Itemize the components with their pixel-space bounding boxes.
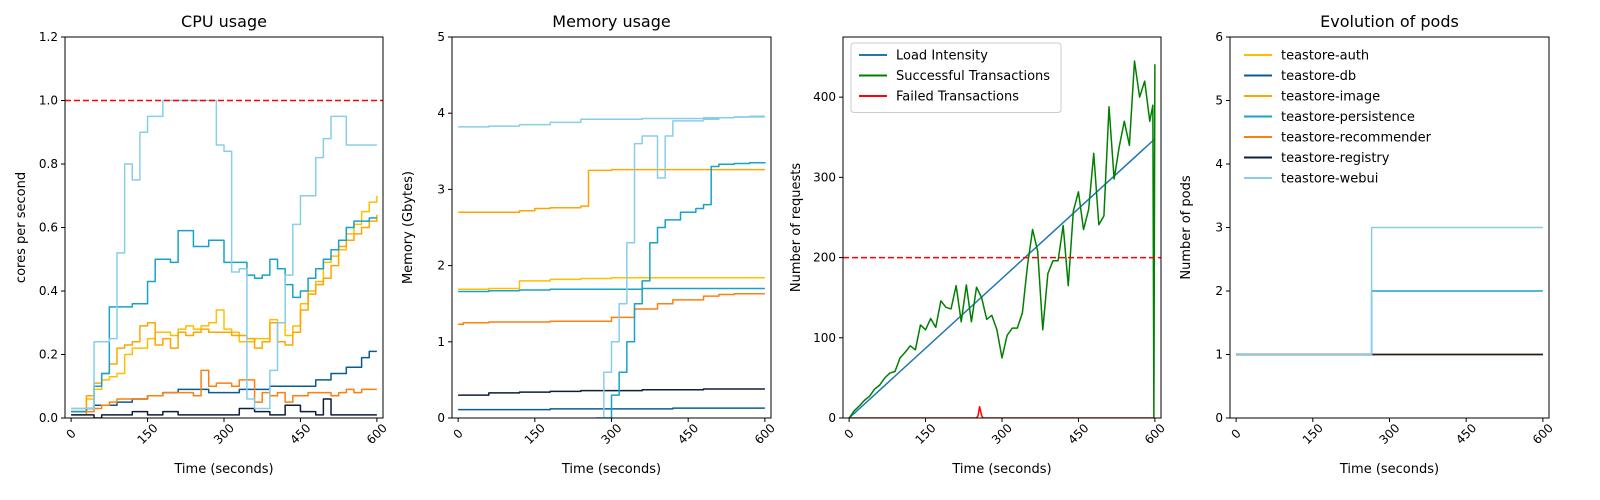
- series-group: [848, 60, 1156, 418]
- series-line-teastore-registry: [458, 388, 765, 396]
- chart-title: CPU usage: [181, 12, 267, 31]
- x-tick-label: 150: [135, 421, 161, 447]
- y-tick-label: 5: [437, 30, 445, 44]
- x-tick-label: 0: [841, 426, 856, 441]
- y-tick-label: 0: [437, 411, 445, 425]
- series-line-failed-transactions: [849, 406, 1155, 418]
- y-tick-label: 1: [437, 335, 445, 349]
- y-tick-label: 5: [1215, 94, 1223, 108]
- x-axis-label: Time (seconds): [1339, 462, 1439, 477]
- legend-label: teastore-image: [1281, 90, 1380, 105]
- legend-label: teastore-db: [1281, 69, 1356, 84]
- y-tick-label: 2: [437, 259, 445, 273]
- series-line-8: [598, 115, 765, 418]
- y-axis-label: Memory (Gbytes): [401, 171, 416, 284]
- x-axis-label: Time (seconds): [951, 462, 1051, 477]
- series-line-successful-transactions: [848, 60, 1156, 418]
- y-tick-label: 4: [1215, 157, 1223, 171]
- y-tick-label: 300: [813, 170, 836, 184]
- y-tick-label: 3: [437, 182, 445, 196]
- y-tick-label: 1.2: [39, 30, 58, 44]
- x-axis-label: Time (seconds): [173, 462, 273, 477]
- legend: teastore-auth teastore-db teastore-image te…: [1244, 49, 1432, 187]
- legend-label: teastore-persistence: [1281, 110, 1415, 125]
- y-axis-label: Number of requests: [789, 163, 804, 292]
- x-tick-label: 0: [450, 426, 465, 441]
- y-tick-label: 0.4: [39, 284, 58, 298]
- series-line-teastore-webui: [1236, 226, 1543, 356]
- series-group: [1236, 226, 1543, 356]
- y-tick-label: 3: [1215, 221, 1223, 235]
- series-line-teastore-registry: [71, 398, 377, 418]
- x-tick-label: 0: [1228, 426, 1243, 441]
- legend-label: Failed Transactions: [896, 90, 1019, 105]
- series-line-teastore-persistence: [71, 217, 377, 413]
- x-tick-label: 300: [598, 421, 624, 447]
- x-tick-label: 450: [1065, 421, 1091, 447]
- y-tick-label: 6: [1215, 30, 1223, 44]
- series-group: [458, 115, 766, 418]
- x-tick-label: 600: [364, 421, 390, 447]
- x-tick-label: 300: [211, 421, 237, 447]
- y-tick-label: 1.0: [39, 94, 58, 108]
- legend-label: teastore-webui: [1281, 172, 1378, 187]
- x-tick-label: 450: [1453, 421, 1479, 447]
- chart-title: Evolution of pods: [1320, 12, 1459, 31]
- x-tick-label: 150: [522, 421, 548, 447]
- panel-4: 0 150 300 450 600 0 1 2 3 4 5 6 Evolution of pods Tim…: [1179, 12, 1556, 477]
- legend-label: Load Intensity: [896, 49, 988, 64]
- y-axis-label: Number of pods: [1179, 175, 1194, 279]
- series-group: [71, 99, 378, 418]
- y-tick-label: 0.6: [39, 221, 58, 235]
- legend-label: teastore-registry: [1281, 151, 1390, 166]
- panel-1: 0 150 300 450 600 0.0 0.2 0.4 0.6 0.8 1.0 1.2 CPU us…: [14, 12, 390, 477]
- legend-label: teastore-recommender: [1281, 131, 1432, 146]
- x-tick-label: 600: [752, 421, 778, 447]
- legend-frame: [850, 42, 1062, 113]
- y-tick-label: 200: [813, 251, 836, 265]
- y-tick-label: 0.2: [39, 348, 58, 362]
- series-line-teastore-webui: [458, 116, 765, 128]
- series-line-teastore-persistence: [458, 287, 765, 293]
- y-tick-label: 2: [1215, 284, 1223, 298]
- series-line-teastore-webui: [71, 99, 377, 410]
- y-tick-label: 0: [1215, 411, 1223, 425]
- series-line-teastore-auth: [458, 277, 765, 290]
- x-tick-label: 450: [675, 421, 701, 447]
- series-line-teastore-image: [458, 168, 765, 214]
- y-tick-label: 0: [828, 411, 836, 425]
- series-line-load-intensity: [848, 138, 1156, 418]
- x-tick-label: 600: [1142, 421, 1168, 447]
- x-tick-label: 450: [287, 421, 313, 447]
- panel-3: 0 150 300 450 600 0 100 200 300 400 Time (seconds)…: [789, 36, 1168, 477]
- x-tick-label: 300: [1376, 421, 1402, 447]
- series-line-7: [596, 161, 766, 418]
- series-line-teastore-image: [71, 214, 378, 410]
- series-line-teastore-db: [71, 350, 377, 413]
- y-tick-label: 1: [1215, 348, 1223, 362]
- legend-label: Successful Transactions: [896, 69, 1050, 84]
- plot-area: [65, 37, 383, 418]
- x-tick-label: 300: [989, 421, 1015, 447]
- x-tick-label: 150: [1300, 421, 1326, 447]
- y-axis-label: cores per second: [14, 172, 29, 283]
- series-line-teastore-recommender: [71, 369, 377, 416]
- y-tick-label: 0.8: [39, 157, 58, 171]
- x-tick-label: 600: [1530, 421, 1556, 447]
- y-tick-label: 100: [813, 331, 836, 345]
- x-tick-label: 0: [63, 426, 78, 441]
- x-axis-label: Time (seconds): [561, 462, 661, 477]
- chart-title: Memory usage: [552, 12, 670, 31]
- legend: Load Intensity Successful Transactions Fai…: [850, 42, 1062, 113]
- panel-2: 0 150 300 450 600 0 1 2 3 4 5 Memory usage Time (sec…: [401, 12, 778, 477]
- y-tick-label: 0.0: [39, 411, 58, 425]
- x-tick-label: 150: [913, 421, 939, 447]
- legend-label: teastore-auth: [1281, 49, 1369, 64]
- y-tick-label: 4: [437, 106, 445, 120]
- y-tick-label: 400: [813, 90, 836, 104]
